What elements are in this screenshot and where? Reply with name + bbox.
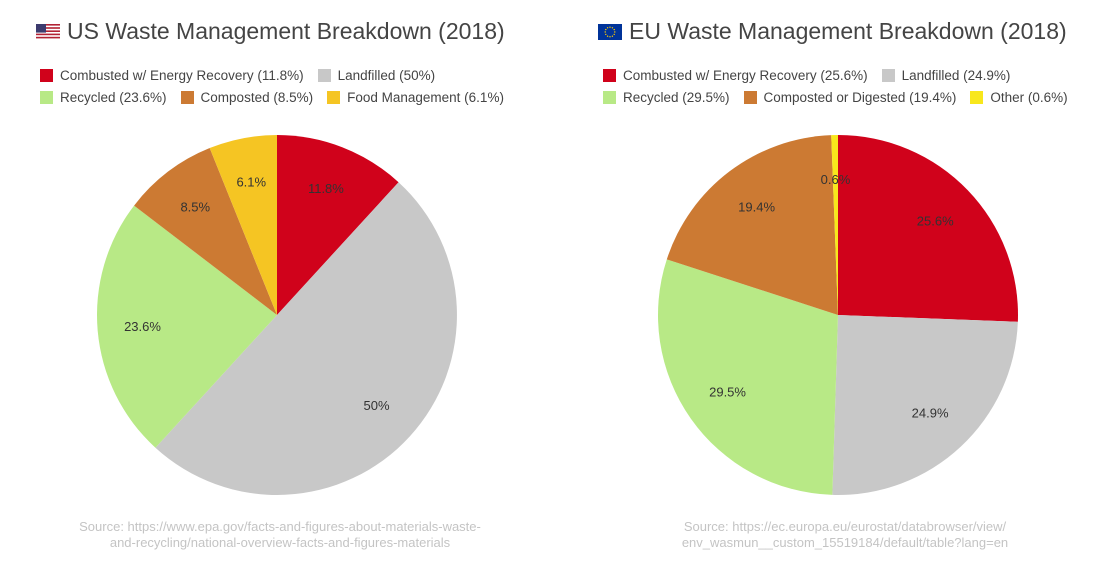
pie-slice-label: 24.9% <box>912 406 949 421</box>
legend-row: Recycled (23.6%) Composted (8.5%) Food M… <box>40 86 518 108</box>
us-flag-icon <box>36 23 60 40</box>
pie-slice-landfilled <box>155 182 457 495</box>
source-line: Source: https://ec.europa.eu/eurostat/da… <box>683 519 1007 534</box>
eu-source: Source: https://ec.europa.eu/eurostat/da… <box>575 519 1115 551</box>
legend-label: Food Management (6.1%) <box>347 89 504 105</box>
us-chart-title: US Waste Management Breakdown (2018) <box>36 18 505 45</box>
legend-label: Composted (8.5%) <box>200 89 314 105</box>
eu-pie-chart: 25.6% 24.9% 29.5% 19.4% 0.6% <box>658 135 1018 496</box>
legend-row: Combusted w/ Energy Recovery (11.8%) Lan… <box>40 64 518 86</box>
legend-item: Food Management (6.1%) <box>327 90 504 105</box>
legend-item: Combusted w/ Energy Recovery (25.6%) <box>603 68 868 83</box>
legend-item: Composted (8.5%) <box>180 89 314 105</box>
legend-item: Recycled (23.6%) <box>40 90 167 105</box>
pie-slice-other <box>831 135 838 315</box>
pie-slice-label: 25.6% <box>917 213 954 228</box>
legend-item: Other (0.6%) <box>970 89 1068 105</box>
legend-item: Combusted w/ Energy Recovery (11.8%) <box>40 68 304 83</box>
legend-swatch <box>40 90 53 104</box>
legend-item: Composted or Digested (19.4%) <box>743 89 957 105</box>
legend-item: Recycled (29.5%) <box>603 90 730 105</box>
source-line: and-recycling/national-overview-facts-an… <box>109 535 451 550</box>
eu-chart-panel: EU Waste Management Breakdown (2018) Com… <box>560 0 1120 583</box>
pie-slice-food-management <box>209 135 277 315</box>
legend-swatch <box>317 68 331 82</box>
legend-row: Combusted w/ Energy Recovery (25.6%) Lan… <box>603 64 1082 86</box>
us-legend: Combusted w/ Energy Recovery (11.8%) Lan… <box>40 64 518 108</box>
legend-label: Composted or Digested (19.4%) <box>763 89 957 105</box>
pie-slice-label: 19.4% <box>738 199 775 214</box>
pie-slice-combusted-w-energy-recovery <box>277 135 399 315</box>
legend-label: Recycled (23.6%) <box>60 89 167 105</box>
legend-item: Landfilled (50%) <box>317 67 436 83</box>
legend-label: Other (0.6%) <box>990 89 1068 105</box>
pie-slice-label: 6.1% <box>236 174 266 189</box>
legend-label: Recycled (29.5%) <box>623 89 730 105</box>
legend-swatch <box>327 90 341 104</box>
legend-swatch <box>40 68 53 82</box>
pie-slice-label: 11.8% <box>308 181 344 196</box>
legend-label: Combusted w/ Energy Recovery (25.6%) <box>623 67 868 83</box>
legend-row: Recycled (29.5%) Composted or Digested (… <box>603 86 1082 108</box>
pie-slice-label: 50% <box>364 398 390 413</box>
pie-slice-landfilled <box>832 315 1018 496</box>
pie-slice-label: 0.6% <box>821 172 851 187</box>
legend-label: Combusted w/ Energy Recovery (11.8%) <box>60 67 304 83</box>
eu-legend: Combusted w/ Energy Recovery (25.6%) Lan… <box>603 64 1082 108</box>
pie-slice-combusted-w-energy-recovery <box>838 135 1018 322</box>
us-source: Source: https://www.epa.gov/facts-and-fi… <box>20 519 540 551</box>
legend-swatch <box>603 90 616 104</box>
eu-flag-icon <box>598 23 622 40</box>
pie-slice-label: 8.5% <box>180 200 210 215</box>
legend-swatch <box>743 90 757 104</box>
legend-label: Landfilled (24.9%) <box>901 67 1011 83</box>
pie-slice-composted <box>134 148 277 315</box>
legend-item: Landfilled (24.9%) <box>881 67 1011 83</box>
source-line: Source: https://www.epa.gov/facts-and-fi… <box>79 519 481 534</box>
us-chart-title-text: US Waste Management Breakdown (2018) <box>67 18 505 44</box>
pie-slice-recycled <box>658 259 838 495</box>
legend-swatch <box>603 68 616 82</box>
eu-chart-title: EU Waste Management Breakdown (2018) <box>598 18 1067 45</box>
legend-swatch <box>970 90 984 104</box>
us-chart-panel: US Waste Management Breakdown (2018) Com… <box>20 18 540 551</box>
pie-slice-recycled <box>97 205 277 448</box>
legend-label: Landfilled (50%) <box>337 67 436 83</box>
pie-slice-composted-or-digested <box>666 135 838 315</box>
pie-slice-label: 29.5% <box>709 385 746 400</box>
eu-chart-title-text: EU Waste Management Breakdown (2018) <box>629 18 1067 44</box>
legend-swatch <box>180 90 194 104</box>
source-line: env_wasmun__custom_15519184/default/tabl… <box>681 535 1009 550</box>
legend-swatch <box>881 68 895 82</box>
us-pie-chart: 11.8% 50% 23.6% 8.5% 6.1% <box>97 135 457 495</box>
pie-slice-label: 23.6% <box>124 319 161 334</box>
